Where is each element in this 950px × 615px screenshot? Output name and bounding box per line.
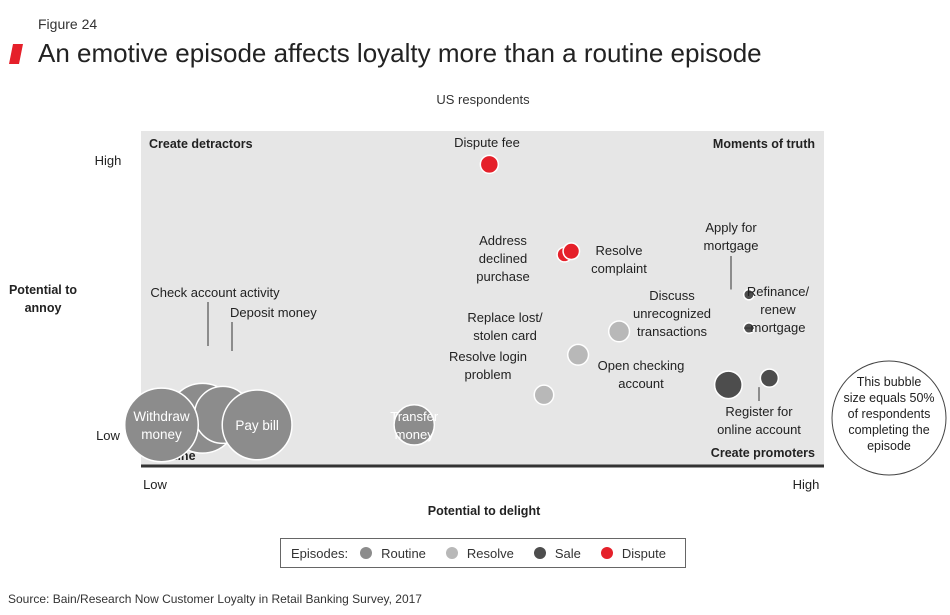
label-dispute-fee: Dispute fee	[454, 135, 520, 150]
label-open-checking-account: Open checking account	[598, 358, 685, 391]
size-reference-note: This bubble size equals 50% of respondents…	[843, 375, 934, 453]
label-apply-for-mortgage: Apply for mortgage	[704, 220, 759, 253]
bubble-withdraw-money	[123, 387, 200, 463]
bubble-pay-bill	[221, 389, 293, 461]
bubble-open-checking-account	[713, 370, 743, 400]
size-reference-circle	[831, 360, 947, 476]
bubble-resolve-login-problem	[533, 384, 555, 406]
chart-subtitle: US respondents	[436, 92, 530, 107]
quadrant-label-top-left: Create detractors	[149, 137, 253, 151]
source-note: Source: Bain/Research Now Customer Loyal…	[8, 592, 422, 606]
label-resolve-login-problem: Resolve login problem	[449, 349, 527, 382]
bubble-register-for-online-account	[759, 368, 780, 388]
legend-swatch-resolve	[445, 547, 458, 559]
bubble-dispute-fee	[479, 154, 500, 175]
x-axis-title: Potential to delight	[428, 504, 541, 518]
legend-item-sale: Sale	[533, 545, 581, 561]
legend-item-resolve: Resolve	[445, 545, 514, 561]
legend-swatch-sale	[533, 547, 546, 559]
legend-label-dispute: Dispute	[621, 545, 666, 561]
title-accent-mark	[9, 44, 23, 64]
label-refinance-renew-mortgage: Refinance/renew mortgage	[747, 284, 810, 335]
quadrant-label-bottom-right: Create promoters	[711, 446, 815, 460]
label-check-account-activity: Check account activity	[150, 285, 280, 300]
bubble-apply-for-mortgage	[742, 288, 755, 301]
legend-swatch-routine	[360, 547, 373, 559]
label-replace-lost-stolen-card: Replace lost/stolen card	[467, 310, 543, 343]
label-resolve-complaint: Resolve complaint	[591, 243, 647, 276]
bubble-resolve-complaint	[562, 242, 581, 261]
bubble-transfer-money	[393, 404, 436, 446]
label-transfer-money: Transfer money	[390, 409, 439, 442]
legend: Episodes: Routine Resolve Sale Dispute	[280, 538, 686, 568]
y-axis-title: Potential to annoy	[9, 283, 77, 315]
label-address-declined-purchase: Address declined purchase	[476, 233, 529, 284]
bubble-discuss-unrecognized-transactions	[607, 320, 631, 343]
label-pay-bill: Pay bill	[235, 418, 279, 433]
x-tick-low: Low	[143, 477, 167, 492]
bubble-replace-lost-stolen-card	[566, 343, 590, 366]
legend-swatch-dispute	[600, 547, 613, 559]
legend-label-sale: Sale	[554, 545, 581, 561]
quadrant-label-top-right: Moments of truth	[713, 137, 815, 151]
label-discuss-unrecognized-transactions: Discuss unrecognized transactions	[633, 288, 711, 339]
label-deposit-money: Deposit money	[230, 305, 317, 320]
legend-label-resolve: Resolve	[466, 545, 514, 561]
chart-title: An emotive episode affects loyalty more …	[38, 38, 762, 68]
label-register-for-online-account: Register for online account	[717, 404, 801, 437]
y-tick-high: High	[95, 153, 122, 168]
label-withdraw-money: Withdraw money	[133, 409, 190, 442]
x-tick-high: High	[793, 477, 820, 492]
figure-label: Figure 24	[38, 16, 98, 32]
legend-title: Episodes:	[291, 545, 349, 561]
legend-label-routine: Routine	[381, 545, 426, 561]
y-tick-low: Low	[96, 428, 120, 443]
legend-item-routine: Routine	[360, 546, 426, 561]
legend-item-dispute: Dispute	[600, 545, 666, 561]
